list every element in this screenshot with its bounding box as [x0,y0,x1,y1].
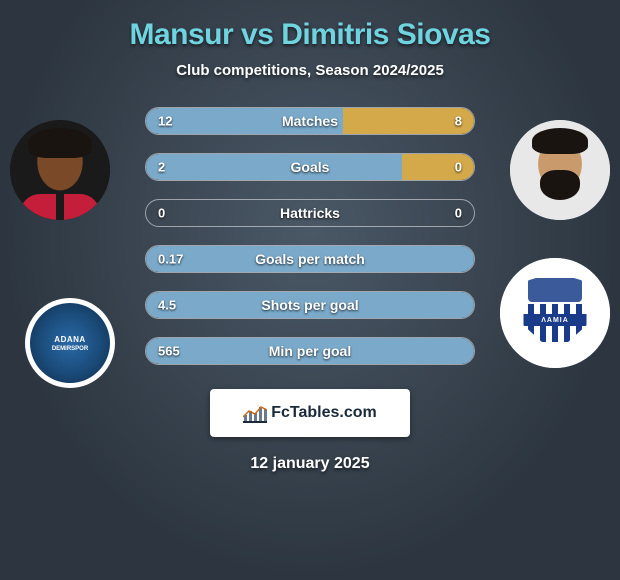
stat-row: Matches 12 8 [145,107,475,135]
comparison-date: 12 january 2025 [250,455,369,473]
chart-icon [243,403,267,423]
stats-list: Matches 12 8 Goals 2 0 Hattricks 0 0 Goals per ma… [145,107,475,383]
comparison-card: Mansur vs Dimitris Siovas Club competiti… [0,0,620,473]
player2-face [510,120,610,220]
page-title: Mansur vs Dimitris Siovas [130,18,491,52]
stat-label: Hattricks [280,205,340,221]
stat-value-right: 8 [455,114,462,129]
player1-face: SEJASOC [10,120,110,220]
stat-bar-right [402,154,474,180]
player1-avatar: SEJASOC [10,120,110,220]
page-subtitle: Club competitions, Season 2024/2025 [176,62,444,79]
club2-badge: ΛΑΜΙΑ [500,258,610,368]
stat-value-left: 2 [158,160,165,175]
stat-label: Min per goal [269,343,351,359]
player2-avatar [510,120,610,220]
stat-bar-left [146,154,402,180]
stat-row: Hattricks 0 0 [145,199,475,227]
player1-jersey-text: SEJASOC [42,208,78,215]
fctables-text: FcTables.com [271,404,377,422]
stat-value-left: 0 [158,206,165,221]
stat-value-left: 0.17 [158,252,183,267]
stat-label: Matches [282,113,338,129]
stat-label: Goals [291,159,330,175]
club1-badge: ADANA DEMIRSPOR [25,298,115,388]
stat-value-right: 0 [455,160,462,175]
stat-value-left: 565 [158,344,180,359]
stat-row: Goals 2 0 [145,153,475,181]
stat-value-left: 4.5 [158,298,176,313]
fctables-logo: FcTables.com [243,403,377,423]
club1-line2: DEMIRSPOR [52,346,88,352]
club1-line1: ADANA [54,335,85,344]
stat-label: Shots per goal [261,297,358,313]
stat-row: Goals per match 0.17 [145,245,475,273]
stat-value-left: 12 [158,114,172,129]
stat-row: Min per goal 565 [145,337,475,365]
stat-label: Goals per match [255,251,365,267]
stat-row: Shots per goal 4.5 [145,291,475,319]
club2-band: ΛΑΜΙΑ [520,314,590,326]
site-attribution: FcTables.com [210,389,410,437]
stat-value-right: 0 [455,206,462,221]
